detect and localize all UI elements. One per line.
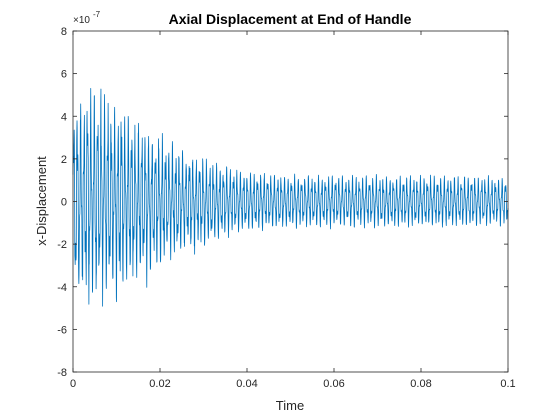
x-tick-label: 0.1 bbox=[500, 378, 515, 390]
y-tick-label: -2 bbox=[57, 239, 67, 251]
x-tick-label: 0.04 bbox=[236, 378, 257, 390]
series-line bbox=[72, 88, 509, 307]
x-tick-label: 0.02 bbox=[149, 378, 170, 390]
x-axis: 0 0.02 0.04 0.06 0.08 0.1 bbox=[70, 31, 516, 390]
x-tick-label: 0.08 bbox=[410, 378, 431, 390]
y-tick-label: 4 bbox=[61, 111, 67, 123]
y-tick-label: 0 bbox=[61, 197, 67, 209]
y-tick-label: 2 bbox=[61, 154, 67, 166]
y-axis: -8 -6 -4 -2 0 2 4 6 8 bbox=[57, 26, 508, 379]
y-multiplier-exponent: -7 bbox=[93, 10, 101, 19]
y-tick-label: -8 bbox=[57, 367, 67, 379]
y-tick-label: -6 bbox=[57, 324, 67, 336]
series-layer bbox=[72, 88, 509, 307]
y-multiplier: ×10 -7 bbox=[73, 10, 101, 26]
y-axis-label: x-Displacement bbox=[34, 156, 49, 246]
y-tick-label: 8 bbox=[61, 26, 67, 38]
x-axis-label: Time bbox=[276, 398, 304, 413]
x-tick-label: 0.06 bbox=[323, 378, 344, 390]
x-tick-label: 0 bbox=[70, 378, 76, 390]
y-multiplier-base: ×10 bbox=[73, 15, 90, 26]
y-tick-label: -4 bbox=[57, 282, 67, 294]
chart-title: Axial Displacement at End of Handle bbox=[169, 11, 412, 27]
y-tick-label: 6 bbox=[61, 69, 67, 81]
